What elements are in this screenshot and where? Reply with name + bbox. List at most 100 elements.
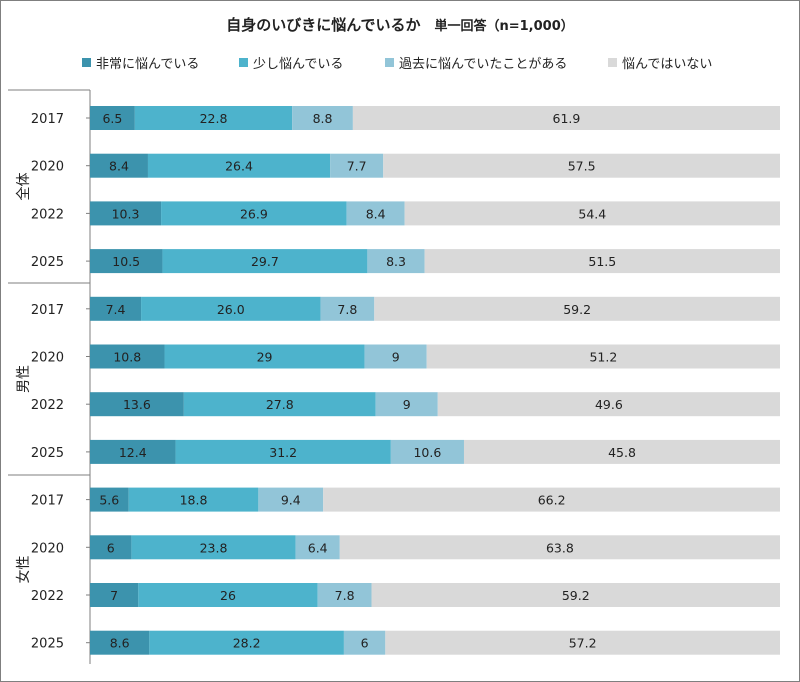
data-label: 6.5: [102, 111, 122, 126]
bar-segment: [330, 153, 384, 178]
data-label: 45.8: [608, 445, 636, 460]
bar-segment: [295, 535, 340, 560]
data-label: 7.4: [106, 302, 126, 317]
bar-segment: [134, 106, 293, 130]
bar-segment: [90, 344, 165, 369]
year-label: 2022: [31, 398, 64, 413]
data-label: 26.4: [225, 159, 253, 174]
bar-segment: [367, 249, 425, 274]
bar-segment: [90, 535, 132, 560]
data-label: 9: [403, 397, 411, 412]
data-label: 13.6: [123, 397, 151, 412]
data-label: 29: [257, 350, 273, 365]
bar-segment: [131, 535, 296, 560]
bar-segment: [258, 487, 324, 512]
data-label: 10.6: [413, 445, 441, 460]
data-label: 26.9: [240, 206, 268, 221]
data-label: 10.3: [112, 206, 140, 221]
data-label: 29.7: [251, 254, 279, 269]
bar-segment: [390, 439, 464, 464]
legend-item: 少し悩んでいる: [239, 52, 343, 72]
group-label: 女性: [15, 556, 32, 584]
data-label: 22.8: [200, 111, 228, 126]
bar-segment: [90, 296, 142, 321]
data-label: 31.2: [269, 445, 297, 460]
data-label: 49.6: [595, 397, 623, 412]
bar-segment: [404, 201, 780, 226]
data-label: 59.2: [562, 588, 590, 603]
bar-segment: [371, 583, 780, 607]
bar-segment: [90, 487, 129, 512]
bar-segment: [90, 106, 135, 130]
data-label: 18.8: [180, 493, 208, 508]
bar-segment: [162, 249, 368, 274]
data-label: 7: [110, 588, 118, 603]
bar-segment: [164, 344, 365, 369]
legend-label: 非常に悩んでいる: [96, 56, 200, 72]
data-label: 6: [107, 540, 115, 555]
legend-label: 過去に悩んでいたことがある: [399, 56, 568, 72]
bar-segment: [339, 535, 780, 560]
data-label: 59.2: [563, 302, 591, 317]
data-label: 8.3: [386, 254, 406, 269]
group-label: 男性: [16, 365, 32, 393]
chart-title-text: 自身のいびきに悩んでいるか: [226, 16, 421, 34]
bar-segment: [90, 630, 150, 655]
bar-segment: [346, 201, 405, 226]
bar-segment: [424, 249, 780, 274]
chart-subtitle: 単一回答（n=1,000）: [434, 19, 574, 34]
legend-swatch: [82, 57, 91, 67]
chart-title: 自身のいびきに悩んでいるか 単一回答（n=1,000）: [0, 14, 800, 35]
data-label: 26.0: [217, 302, 245, 317]
bar-segment: [147, 153, 331, 178]
legend-label: 少し悩んでいる: [253, 56, 344, 72]
data-label: 8.4: [109, 159, 129, 174]
year-label: 2020: [31, 541, 64, 556]
data-label: 23.8: [200, 540, 228, 555]
year-label: 2020: [31, 160, 64, 175]
bar-segment: [437, 392, 780, 417]
data-label: 28.2: [233, 636, 261, 651]
year-label: 2020: [31, 351, 64, 366]
chart-legend: 非常に悩んでいる 少し悩んでいる 過去に悩んでいたことがある 悩んではいない: [0, 52, 800, 72]
data-label: 57.5: [568, 159, 596, 174]
bar-segment: [317, 583, 372, 607]
bar-segment: [175, 439, 391, 464]
legend-label: 悩んではいない: [622, 56, 713, 72]
bar-segment: [426, 344, 780, 369]
bar-segment: [463, 439, 780, 464]
data-label: 54.4: [578, 206, 606, 221]
data-label: 9.4: [281, 493, 301, 508]
year-label: 2017: [31, 303, 64, 318]
data-label: 6: [361, 636, 369, 651]
bar-segment: [161, 201, 347, 226]
legend-swatch: [385, 57, 394, 67]
legend-item: 悩んではいない: [608, 52, 712, 72]
data-label: 12.4: [119, 445, 147, 460]
bar-segment: [374, 296, 780, 321]
group-label: 全体: [15, 173, 32, 201]
data-label: 8.6: [110, 636, 130, 651]
data-label: 7.8: [337, 302, 357, 317]
bar-segment: [364, 344, 427, 369]
bar-segment: [90, 392, 184, 417]
data-label: 7.8: [335, 588, 355, 603]
bar-segment: [343, 630, 386, 655]
data-label: 66.2: [538, 493, 566, 508]
data-label: 57.2: [569, 636, 597, 651]
data-label: 8.4: [366, 206, 386, 221]
data-label: 51.5: [588, 254, 616, 269]
bar-segment: [149, 630, 344, 655]
bar-segment: [138, 583, 318, 607]
year-label: 2017: [31, 494, 64, 509]
data-label: 5.6: [99, 493, 119, 508]
bar-segment: [323, 487, 780, 512]
bar-segment: [90, 153, 148, 178]
bar-segment: [90, 439, 176, 464]
data-label: 7.7: [347, 159, 367, 174]
legend-item: 非常に悩んでいる: [82, 52, 199, 72]
data-label: 6.4: [308, 540, 328, 555]
data-label: 8.8: [313, 111, 333, 126]
bar-segment: [292, 106, 353, 130]
